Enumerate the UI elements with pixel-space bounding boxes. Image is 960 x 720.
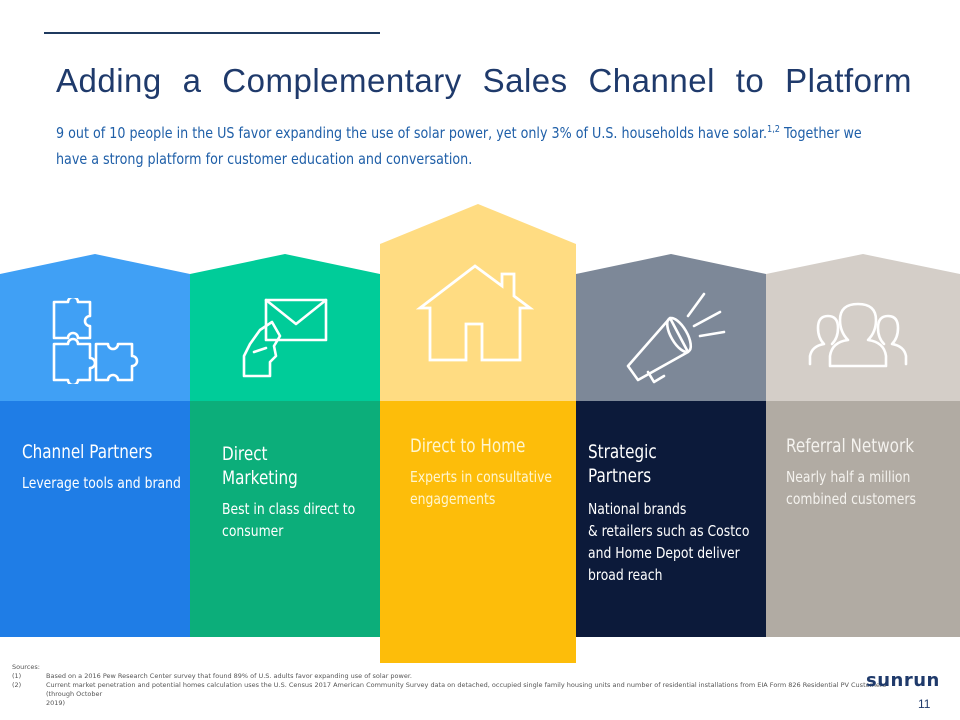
direct-to-home-panel [380,401,576,663]
sunrun-logo: sunrun [866,670,940,691]
channel-desc-line: Best in class direct to [222,500,356,518]
people-group-icon [806,300,910,368]
top-rule [44,32,380,34]
page-title: Adding a Complementary Sales Channel to … [56,62,912,99]
direct-to-home-title: Direct to Home [410,434,552,458]
channel-name-line: Channel Partners [22,441,153,463]
source-item: (1) Based on a 2016 Pew Research Center … [12,672,912,681]
channel-partners-text: Channel Partners Leverage tools and bran… [22,440,221,494]
direct-marketing-panel [190,401,380,637]
channel-desc-line: & retailers such as Costco [588,522,750,540]
source-number: (1) [12,672,22,680]
house-icon [416,262,534,362]
page-number: 11 [918,697,931,711]
channel-name-line: Partners [588,465,652,487]
channel-desc-line: Nearly half a million [786,468,911,486]
sources-footnotes: Sources: (1) Based on a 2016 Pew Researc… [12,663,912,708]
channel-partners-title: Channel Partners [22,440,181,464]
strategic-partners-panel [576,401,766,637]
channel-desc-line: consumer [222,522,284,540]
strategic-partners-header [576,254,766,401]
mail-in-hand-icon [236,296,332,380]
channel-name-line: Marketing [222,467,298,489]
source-number: (2) [12,681,22,689]
channel-desc-line: broad reach [588,566,663,584]
channel-partners-panel [0,401,190,637]
direct-to-home-text: Direct to Home Experts in consultative e… [410,434,588,510]
channel-partners-desc: Leverage tools and brand [22,472,181,494]
channel-desc-line: National brands [588,500,687,518]
channel-desc-line: Experts in consultative [410,468,553,486]
referral-network-header [766,254,960,401]
channel-desc-line: combined customers [786,490,916,508]
source-item-cont: 2019) [12,699,912,708]
strategic-partners-title: Strategic Partners [588,440,749,488]
referral-network-desc: Nearly half a million combined customers [786,466,916,510]
subtitle-text: 9 out of 10 people in the US favor expan… [56,124,767,142]
source-item: (2) Current market penetration and poten… [12,681,912,699]
direct-to-home-header [380,204,576,401]
channel-desc-line: Leverage tools and brand [22,474,181,492]
referral-network-title: Referral Network [786,434,916,458]
subtitle-line2: have a strong platform for customer educ… [56,150,473,168]
strategic-partners-text: Strategic Partners National brands & ret… [588,440,790,586]
subtitle-text-cont: Together we [780,124,862,142]
channel-name-line: Direct to Home [410,435,526,457]
referral-network-panel [766,401,960,637]
direct-marketing-title: Direct Marketing [222,442,355,490]
megaphone-icon [620,288,730,384]
subtitle: 9 out of 10 people in the US favor expan… [56,120,909,172]
channel-desc-line: engagements [410,490,496,508]
sources-heading: Sources: [12,663,40,671]
channel-name-line: Direct [222,443,268,465]
referral-network-text: Referral Network Nearly half a million c… [786,434,948,510]
source-text: Current market penetration and potential… [46,681,886,698]
source-text: Based on a 2016 Pew Research Center surv… [46,672,412,680]
channel-name-line: Strategic [588,441,657,463]
puzzle-icon [50,298,142,384]
channel-name-line: Referral Network [786,435,914,457]
channel-desc-line: and Home Depot deliver [588,544,740,562]
direct-marketing-header [190,254,380,401]
source-text-cont: 2019) [46,699,66,707]
direct-to-home-desc: Experts in consultative engagements [410,466,552,510]
strategic-partners-desc: National brands & retailers such as Cost… [588,498,749,586]
direct-marketing-text: Direct Marketing Best in class direct to… [222,442,389,542]
source-number-spacer [12,699,46,708]
direct-marketing-desc: Best in class direct to consumer [222,498,355,542]
subtitle-footnote-ref: 1,2 [766,123,781,135]
